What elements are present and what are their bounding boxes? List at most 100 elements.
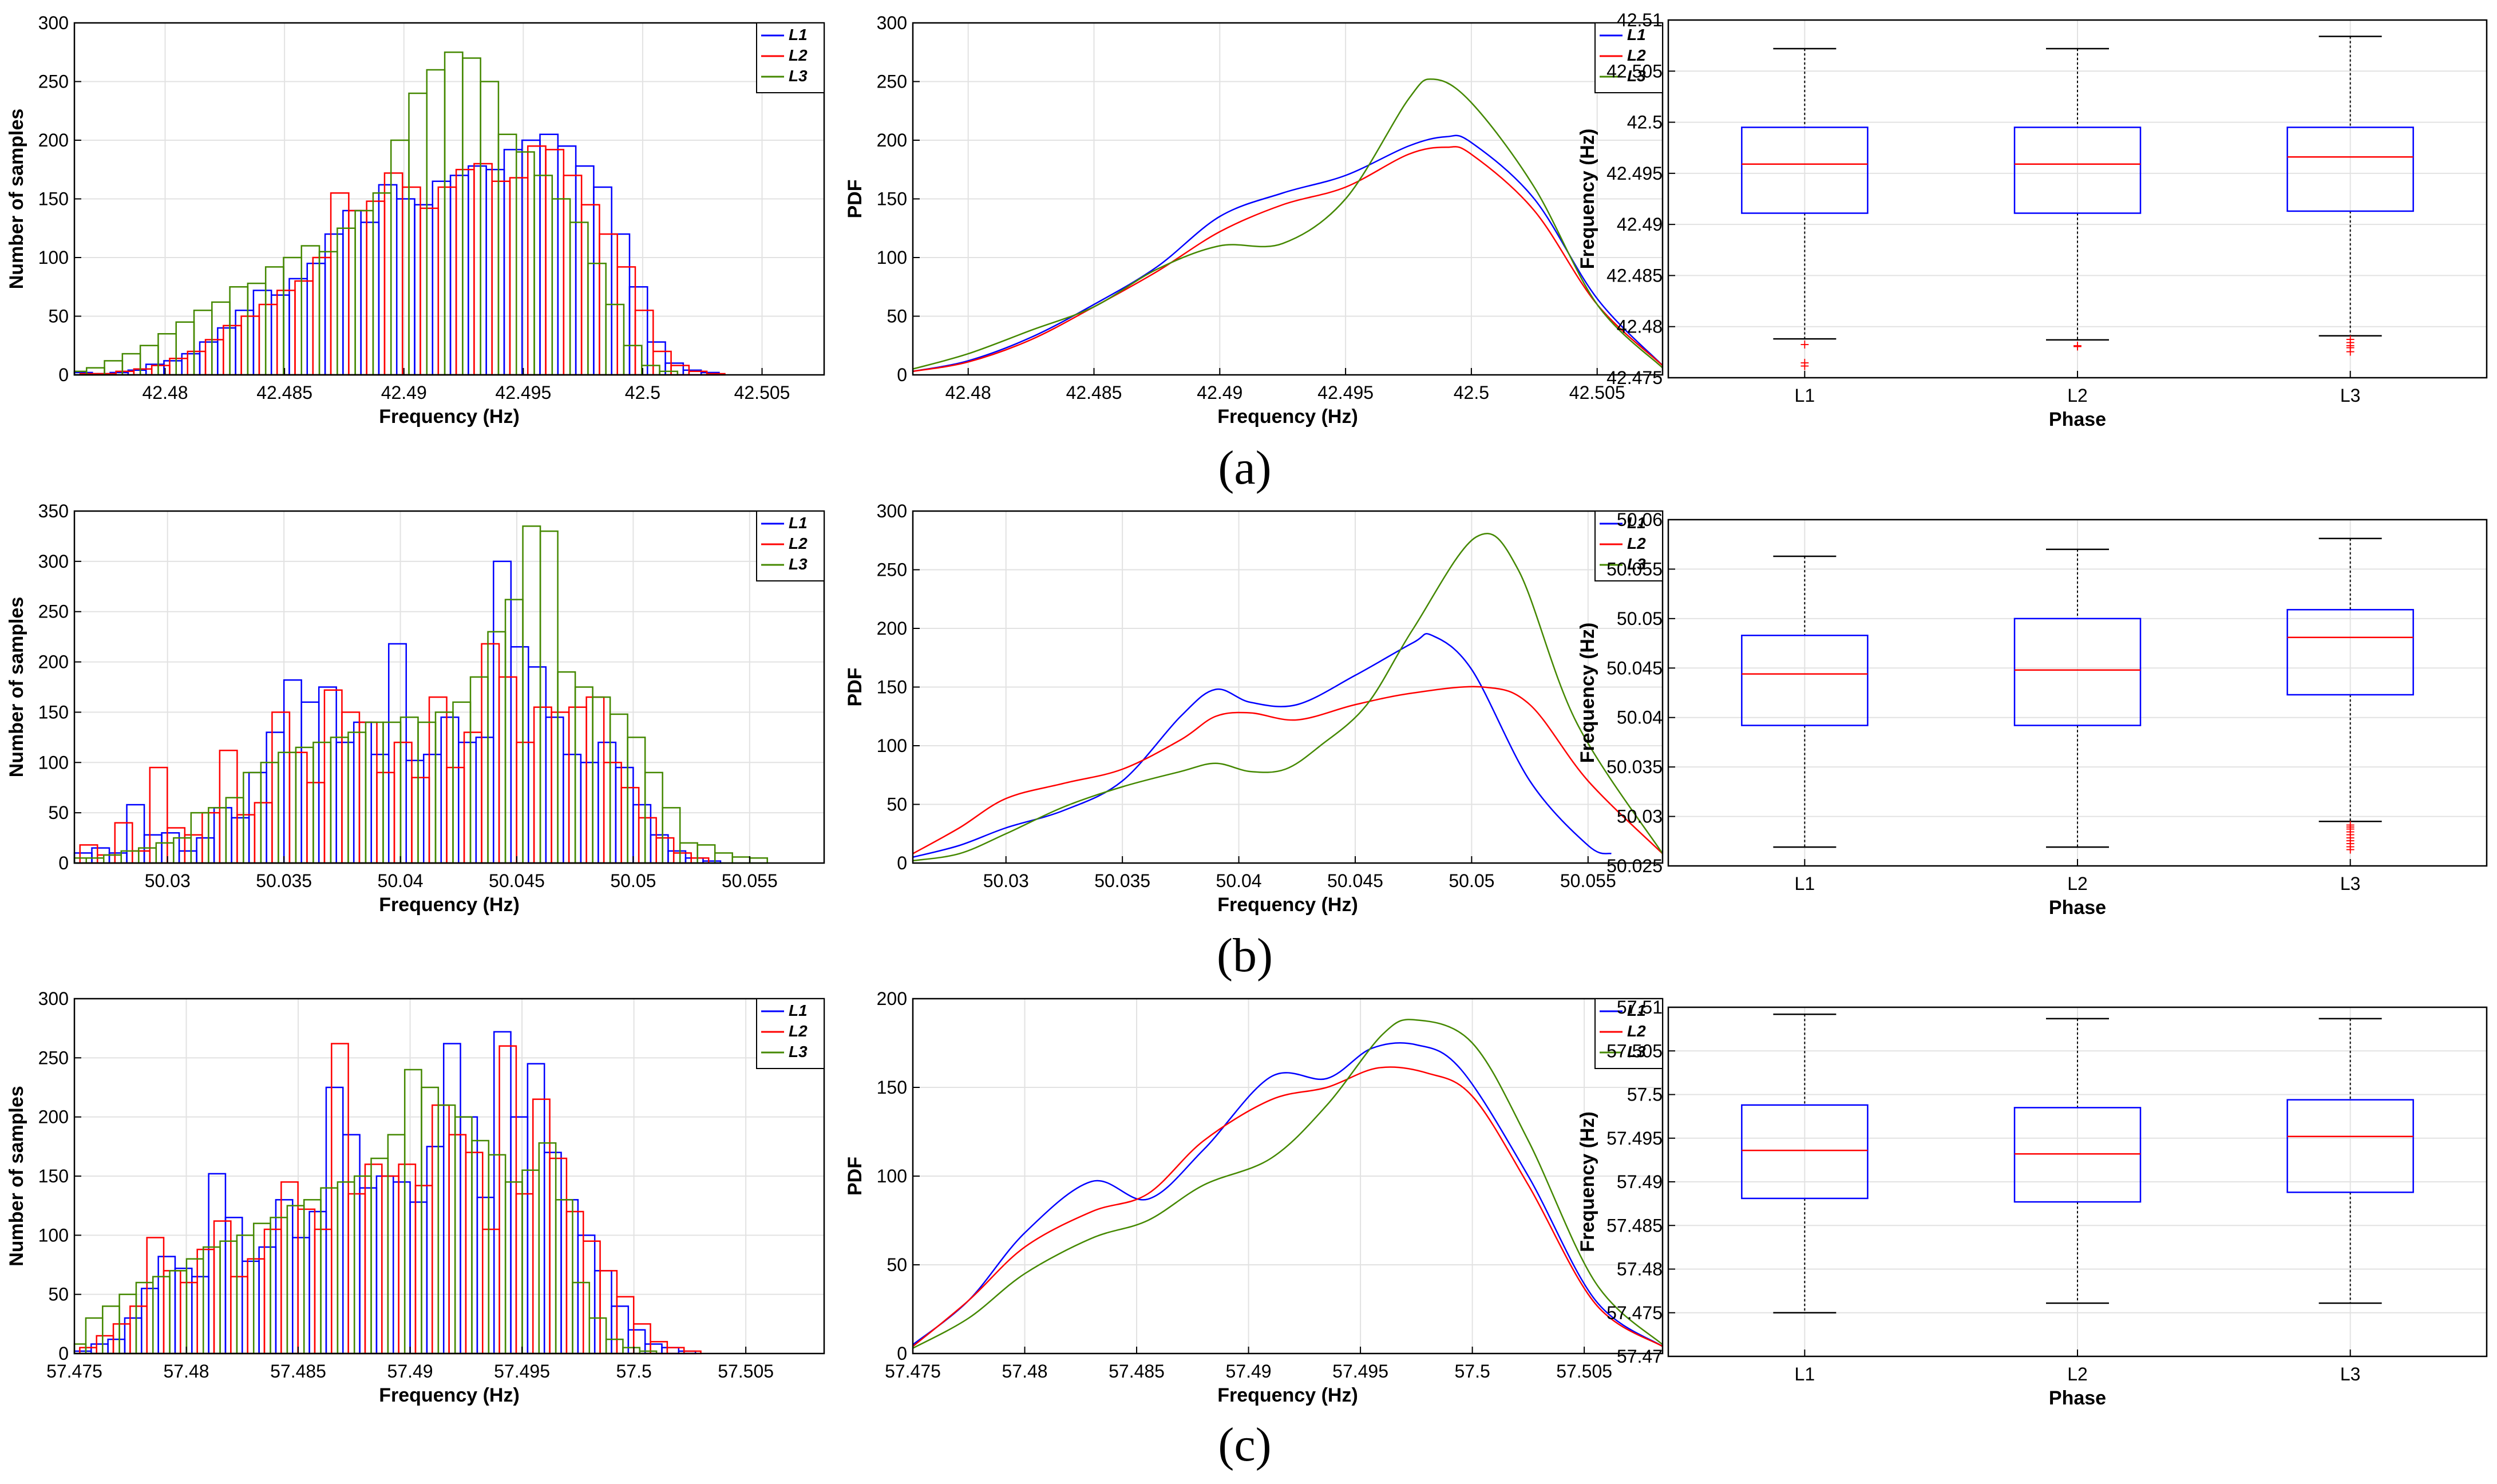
x-tick-label: 57.485: [1109, 1361, 1165, 1382]
x-tick-label: 42.48: [945, 382, 991, 403]
x-tick-label: 57.49: [1226, 1361, 1272, 1382]
x-tick-label: 57.495: [1332, 1361, 1388, 1382]
x-tick-label: 57.48: [1002, 1361, 1047, 1382]
outlier-marker: +: [2345, 840, 2355, 854]
x-tick-label: 42.495: [495, 382, 551, 403]
y-axis-title: Number of samples: [6, 109, 27, 290]
y-tick-label: 50: [887, 306, 907, 327]
y-tick-label: 150: [877, 189, 907, 209]
y-tick-label: 0: [897, 853, 907, 873]
pdf-line-l3: [912, 1019, 1663, 1349]
x-tick-label: 50.04: [1216, 870, 1262, 891]
x-tick-label: 42.5: [1454, 382, 1489, 403]
outlier-marker: +: [2345, 818, 2355, 832]
pdf-line-l2: [912, 146, 1663, 373]
outlier-marker: +: [2072, 339, 2083, 353]
x-tick-label: 42.48: [142, 382, 188, 403]
x-tick-label: 57.5: [1454, 1361, 1490, 1382]
y-axis-title: Number of samples: [6, 1086, 27, 1267]
pdf-line-l1: [912, 134, 1663, 373]
y-tick-label: 100: [38, 752, 69, 773]
row-c-boxplot-panel: 57.47 57.475 57.48 57.485 57.49 57.495 57.5 57.…: [1577, 997, 2488, 1409]
legend-label-l1: L1: [789, 514, 808, 532]
legend-box: [756, 998, 825, 1069]
y-tick-label: 0: [58, 853, 69, 873]
y-tick-label: 300: [877, 501, 907, 521]
x-tick-label: L1: [1795, 1364, 1815, 1384]
x-tick-label: 50.045: [489, 870, 545, 891]
y-tick-label: 42.505: [1606, 61, 1663, 81]
y-tick-label: 250: [877, 72, 907, 92]
y-axis-title: Frequency (Hz): [1577, 129, 1598, 270]
x-tick-label: 50.05: [1449, 870, 1494, 891]
box-l3: [2286, 609, 2414, 696]
x-tick-label: 42.485: [256, 382, 312, 403]
outlier-marker: +: [2345, 345, 2355, 359]
pdf-line-l2: [912, 1066, 1663, 1347]
y-tick-label: 0: [58, 1343, 69, 1364]
outlier-marker: +: [1799, 338, 1810, 352]
x-tick-label: 50.055: [722, 870, 778, 891]
legend-label-l1: L1: [1627, 26, 1646, 43]
y-tick-label: 200: [38, 652, 69, 672]
legend-label-l3: L3: [1627, 555, 1646, 573]
y-tick-label: 50.045: [1606, 658, 1663, 678]
legend-label-l3: L3: [789, 555, 808, 573]
y-tick-label: 50: [887, 794, 907, 815]
x-tick-label: 57.48: [163, 1361, 209, 1382]
y-axis-title: PDF: [844, 180, 866, 219]
y-axis-title: Frequency (Hz): [1577, 1111, 1598, 1252]
x-tick-label: 57.485: [270, 1361, 326, 1382]
y-tick-label: 50.04: [1617, 707, 1663, 728]
y-tick-label: 150: [38, 189, 69, 209]
x-tick-label: 42.485: [1066, 382, 1122, 403]
y-tick-label: 57.47: [1617, 1346, 1663, 1367]
row-a-pdf-panel: 0 50 100 150 200 250 300 42.48 42.485 42.49 42.495…: [844, 13, 1664, 428]
legend-label-l1: L1: [789, 26, 808, 43]
y-axis-title: PDF: [844, 668, 866, 707]
y-tick-label: 150: [38, 702, 69, 722]
y-tick-label: 0: [897, 1343, 907, 1364]
legend-label-l2: L2: [789, 46, 808, 64]
x-tick-label: 50.035: [1094, 870, 1150, 891]
x-axis-title: Phase: [2049, 409, 2106, 430]
y-tick-label: 50: [48, 802, 69, 823]
x-tick-label: 42.505: [1569, 382, 1625, 403]
legend-box: [756, 22, 825, 93]
legend-box: [1594, 22, 1663, 93]
caption-a: (a): [1218, 441, 1271, 494]
x-axis-title: Phase: [2049, 897, 2106, 919]
legend-label-l2: L2: [1627, 46, 1646, 64]
outlier-marker: +: [2345, 828, 2355, 842]
legend-label-l3: L3: [789, 67, 808, 85]
x-tick-label: 50.03: [983, 870, 1029, 891]
x-tick-label: 57.5: [616, 1361, 651, 1382]
outlier-marker: +: [1799, 359, 1810, 374]
y-tick-label: 42.51: [1617, 10, 1663, 30]
outlier-marker: +: [2345, 339, 2355, 353]
y-tick-label: 50.055: [1606, 559, 1663, 579]
pdf-line-l3: [912, 533, 1664, 862]
y-tick-label: 0: [58, 365, 69, 385]
y-tick-label: 57.475: [1606, 1303, 1663, 1323]
x-tick-label: 50.055: [1560, 870, 1616, 891]
x-tick-label: 42.49: [1197, 382, 1242, 403]
y-tick-label: 57.485: [1606, 1215, 1663, 1236]
x-tick-label: 50.035: [256, 870, 312, 891]
x-tick-label: 57.505: [1556, 1361, 1612, 1382]
outlier-marker: +: [2345, 333, 2355, 347]
y-tick-label: 250: [38, 72, 69, 92]
y-tick-label: 200: [877, 130, 907, 151]
box-l1: [1741, 126, 1869, 214]
legend-label-l1: L1: [789, 1002, 808, 1019]
outlier-marker: +: [2345, 843, 2355, 857]
x-tick-label: 57.475: [46, 1361, 102, 1382]
axes-border: [73, 510, 825, 864]
y-tick-label: 300: [877, 13, 907, 33]
y-tick-label: 150: [877, 1077, 907, 1098]
y-tick-label: 57.48: [1617, 1259, 1663, 1280]
y-tick-label: 250: [38, 601, 69, 622]
